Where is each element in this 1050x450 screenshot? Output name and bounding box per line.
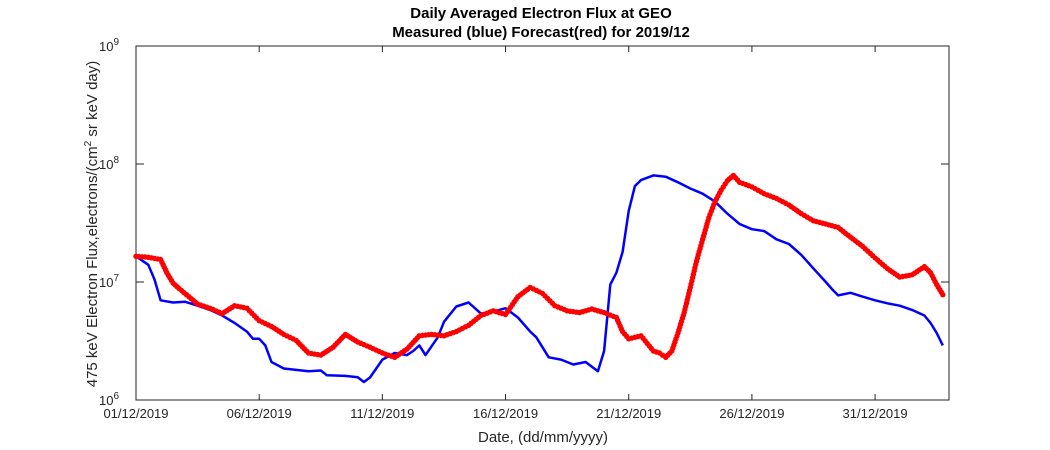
chart-title-line-1: Daily Averaged Electron Flux at GEO	[410, 5, 672, 22]
x-tick-label: 06/12/2019	[227, 406, 292, 421]
y-axis-label-part-2: sr keV day)	[84, 61, 101, 141]
y-tick-base: 10	[99, 157, 113, 172]
x-axis-label: Date, (dd/mm/yyyy)	[478, 429, 608, 446]
x-axis-ticks: 01/12/2019 06/12/2019 11/12/2019 16/12/2019…	[103, 46, 908, 421]
series-forecast-dots	[133, 172, 946, 360]
y-tick-exponent: 8	[113, 155, 119, 166]
y-tick-label: 107	[99, 273, 119, 290]
x-tick-label: 11/12/2019	[350, 406, 414, 421]
y-axis-label-part-1: 475 keV Electron Flux,electrons/(cm	[84, 146, 101, 387]
x-tick-label: 21/12/2019	[596, 406, 661, 421]
x-tick-label: 01/12/2019	[103, 406, 168, 421]
y-tick-base: 10	[99, 275, 113, 290]
x-tick-label: 16/12/2019	[473, 406, 538, 421]
x-tick-label: 26/12/2019	[719, 406, 784, 421]
y-tick-label: 108	[99, 155, 119, 172]
y-axis-label-superscript: 2	[83, 140, 94, 146]
y-tick-exponent: 6	[113, 391, 119, 402]
y-tick-base: 10	[99, 393, 113, 408]
y-tick-exponent: 9	[113, 37, 119, 48]
y-tick-label: 109	[99, 37, 119, 54]
y-tick-label: 106	[99, 391, 119, 408]
chart-subtitle: Measured (blue) Forecast(red) for 2019/1…	[392, 24, 690, 41]
y-axis-label: 475 keV Electron Flux,electrons/(cm2 sr …	[83, 61, 101, 388]
chart-title: Daily Averaged Electron Flux at GEO Meas…	[392, 5, 690, 41]
series-measured-line	[135, 174, 944, 384]
x-tick-label: 31/12/2019	[843, 406, 908, 421]
forecast-point	[940, 292, 946, 298]
y-tick-exponent: 7	[113, 273, 119, 284]
series-layer	[133, 172, 946, 384]
y-tick-base: 10	[99, 39, 113, 54]
